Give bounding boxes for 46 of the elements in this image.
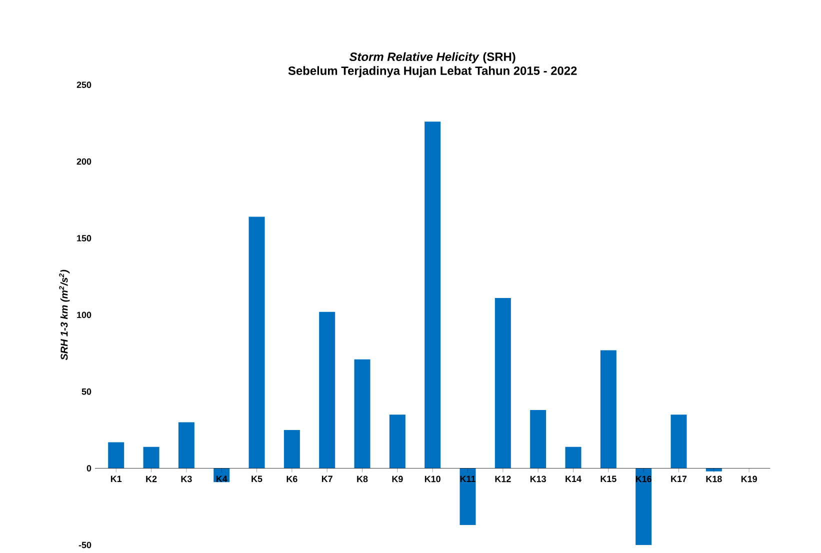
- x-tick-label: K18: [706, 476, 722, 482]
- x-tick-label: K9: [392, 476, 403, 482]
- bar: [706, 468, 722, 472]
- x-tick-label: K8: [357, 476, 368, 482]
- bar: [389, 414, 406, 468]
- bar: [530, 410, 546, 468]
- bar: [108, 442, 124, 468]
- y-tick-label: -50: [78, 542, 92, 548]
- y-tick-label: 50: [82, 388, 92, 395]
- bar: [248, 216, 265, 468]
- chart-title: Storm Relative Helicity (SRH): [349, 52, 516, 64]
- chart-subtitle: Sebelum Terjadinya Hujan Lebat Tahun 2015 - 2022: [288, 66, 577, 78]
- bar: [600, 350, 616, 468]
- x-tick-label: K11: [460, 476, 476, 482]
- bar: [319, 312, 336, 468]
- x-tick-label: K3: [181, 476, 192, 482]
- x-tick-label: K5: [252, 476, 262, 482]
- x-tick-label: K4: [216, 476, 228, 482]
- x-tick-label: K15: [600, 476, 616, 482]
- x-tick-label: K7: [322, 476, 332, 482]
- bar: [424, 122, 441, 468]
- bar: [670, 414, 687, 468]
- bar: [565, 446, 582, 468]
- bar: [354, 359, 370, 468]
- x-tick-label: K6: [286, 476, 298, 482]
- y-tick-label: 0: [86, 465, 92, 472]
- x-tick-label: K17: [671, 476, 687, 482]
- x-tick-label: K16: [636, 476, 652, 482]
- bar: [636, 468, 652, 545]
- bar: [494, 298, 511, 468]
- x-tick-label: K14: [566, 476, 582, 482]
- x-tick-label: K1: [110, 476, 122, 482]
- y-tick-label: 150: [77, 235, 92, 242]
- bar: [143, 446, 160, 468]
- y-tick-label: 250: [76, 82, 92, 88]
- bar: [178, 422, 194, 468]
- y-tick-label: 100: [77, 312, 92, 318]
- bar: [460, 468, 476, 526]
- x-tick-label: K13: [530, 476, 546, 482]
- y-axis-title: SRH 1-3 km (m$^{2}$/s$^{2}$): [59, 270, 70, 360]
- y-tick-label: 200: [76, 158, 92, 165]
- bar: [284, 430, 300, 468]
- x-tick-label: K19: [741, 476, 757, 482]
- x-tick-label: K10: [424, 476, 440, 482]
- x-tick-label: K12: [495, 476, 511, 482]
- x-tick-label: K2: [146, 476, 157, 482]
